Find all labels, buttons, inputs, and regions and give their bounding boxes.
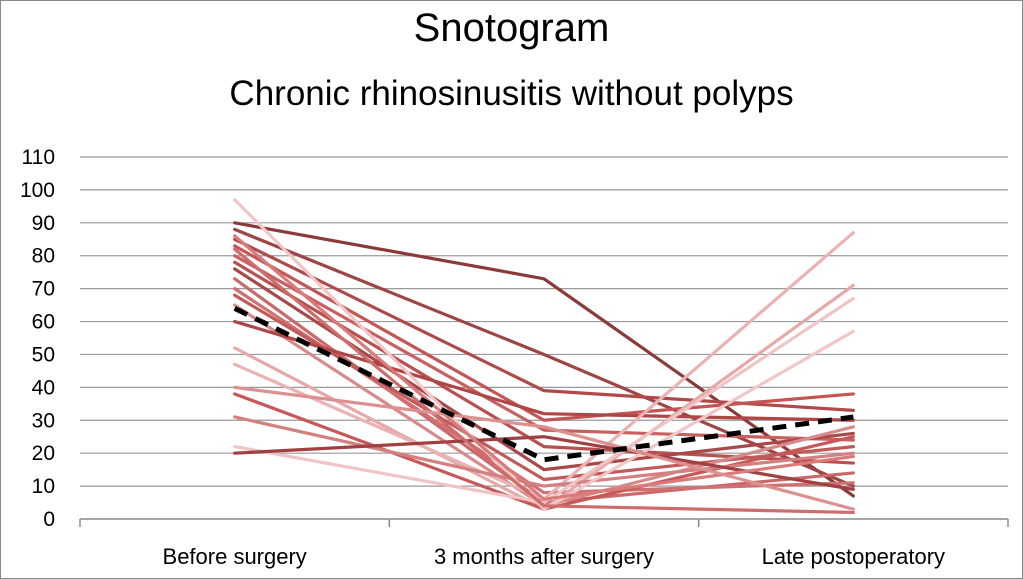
y-tick-label: 80 xyxy=(32,245,55,268)
x-axis xyxy=(79,518,1009,527)
series-line-mean xyxy=(233,306,854,463)
y-tick-label: 110 xyxy=(22,146,55,169)
category-label: 3 months after surgery xyxy=(434,544,654,569)
series-line xyxy=(233,296,855,505)
y-tick-label: 60 xyxy=(32,311,55,334)
series-line xyxy=(233,244,855,422)
series-line xyxy=(233,198,855,511)
y-tick-labels: 0 10 20 30 40 50 60 70 80 90 100 110 xyxy=(20,146,55,531)
category-label: Before surgery xyxy=(163,544,307,569)
category-labels: Before surgery 3 months after surgery Late… xyxy=(163,544,946,569)
y-tick-label: 70 xyxy=(32,278,55,301)
series-line xyxy=(233,227,855,488)
y-tick-label: 30 xyxy=(32,409,55,432)
series-line xyxy=(233,293,855,482)
series-line xyxy=(233,319,855,422)
series-line xyxy=(233,221,855,498)
series-line xyxy=(233,234,855,501)
y-tick-label: 90 xyxy=(32,212,55,235)
y-tick-label: 40 xyxy=(32,376,55,399)
y-tick-label: 0 xyxy=(43,508,55,531)
category-label: Late postoperatory xyxy=(762,544,945,569)
series-line xyxy=(233,385,855,511)
chart-title: Snotogram xyxy=(413,6,610,50)
y-tick-label: 100 xyxy=(20,179,55,202)
series-line xyxy=(233,415,855,488)
series-line xyxy=(233,254,855,442)
series-line xyxy=(233,247,855,515)
series-lines xyxy=(233,198,855,515)
y-tick-label: 50 xyxy=(32,343,55,366)
chart-subtitle: Chronic rhinosinusitis without polyps xyxy=(229,74,794,113)
y-tick-label: 20 xyxy=(32,442,55,465)
y-tick-label: 10 xyxy=(32,475,55,498)
